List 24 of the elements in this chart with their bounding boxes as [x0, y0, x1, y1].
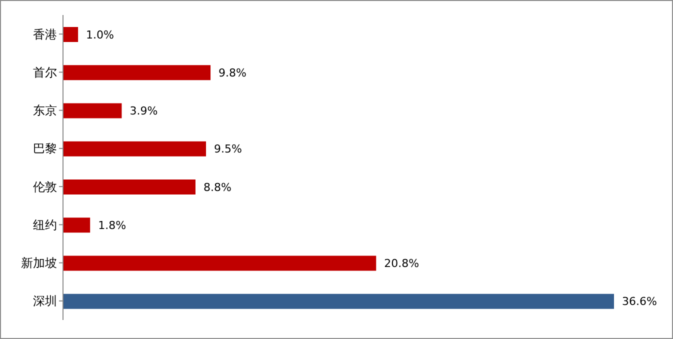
bar	[63, 65, 211, 80]
y-tick-label: 纽约	[33, 218, 57, 232]
data-label: 3.9%	[130, 104, 158, 118]
data-label: 20.8%	[384, 257, 420, 270]
y-tick-label: 香港	[33, 27, 57, 42]
y-tick-label: 巴黎	[33, 142, 57, 156]
y-tick-label: 东京	[33, 104, 57, 118]
bar	[63, 103, 122, 118]
bar	[63, 218, 90, 233]
data-label: 9.5%	[214, 142, 242, 156]
y-tick-label: 首尔	[33, 65, 57, 80]
data-label: 1.8%	[98, 218, 126, 232]
data-label: 36.6%	[622, 295, 657, 308]
y-tick-label: 伦敦	[33, 180, 57, 194]
bar	[63, 180, 196, 194]
bar	[63, 256, 376, 271]
bar	[63, 141, 206, 156]
y-tick-label: 深圳	[33, 294, 57, 308]
bar	[63, 27, 78, 42]
data-label: 8.8%	[203, 180, 232, 194]
data-label: 9.8%	[218, 66, 246, 80]
bar	[63, 294, 614, 309]
y-tick-label: 新加坡	[21, 256, 57, 270]
data-label: 1.0%	[86, 28, 114, 42]
